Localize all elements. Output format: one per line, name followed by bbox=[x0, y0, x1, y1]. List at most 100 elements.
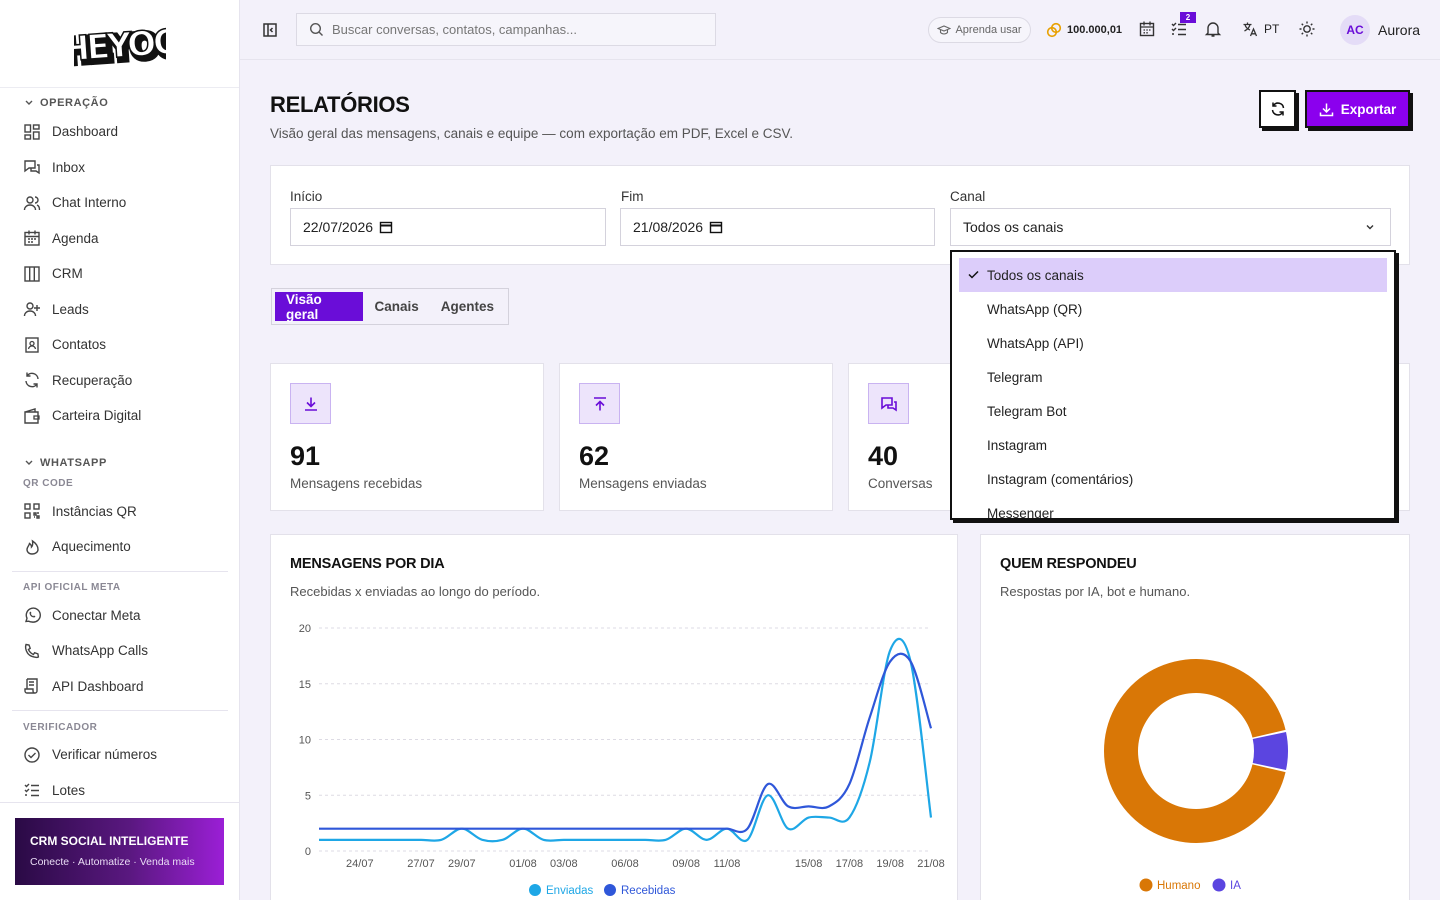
page-subtitle: Visão geral das mensagens, canais e equi… bbox=[270, 126, 794, 141]
section-whatsapp[interactable]: WHATSAPP bbox=[0, 452, 240, 474]
legend-swatch bbox=[1212, 878, 1226, 892]
series-line-recebidas bbox=[318, 652, 933, 834]
channel-select[interactable]: Todos os canais bbox=[950, 208, 1391, 246]
search-icon bbox=[309, 22, 323, 36]
sidebar-item-leads[interactable]: Leads bbox=[0, 292, 240, 328]
x-tick-label: 27/07 bbox=[407, 858, 435, 870]
refresh-icon bbox=[1271, 102, 1284, 116]
sidebar-item-inbox[interactable]: Inbox bbox=[0, 150, 240, 186]
promo-banner[interactable]: CRM SOCIAL INTELIGENTE Conecte · Automat… bbox=[15, 818, 224, 885]
y-tick-label: 20 bbox=[299, 623, 311, 635]
tab-canais[interactable]: Canais bbox=[374, 299, 419, 314]
sidebar-item-contatos[interactable]: Contatos bbox=[0, 327, 240, 363]
users-icon bbox=[23, 196, 41, 210]
y-tick-label: 5 bbox=[305, 790, 311, 802]
columns-icon bbox=[24, 266, 40, 282]
x-tick-label: 19/08 bbox=[876, 858, 904, 870]
channel-option[interactable]: Telegram Bot bbox=[959, 394, 1387, 428]
sidebar-item-conectar-meta[interactable]: Conectar Meta bbox=[0, 598, 240, 634]
channel-option[interactable]: Instagram (comentários) bbox=[959, 462, 1387, 496]
promo-subtitle: Conecte · Automatize · Venda mais bbox=[30, 856, 195, 868]
calendar-icon[interactable] bbox=[379, 220, 393, 234]
search-box[interactable] bbox=[296, 13, 716, 46]
calendar-icon[interactable] bbox=[1138, 20, 1156, 38]
task-list-icon[interactable] bbox=[1170, 20, 1188, 38]
refresh-button[interactable] bbox=[1259, 90, 1296, 128]
sidebar-toggle-icon[interactable] bbox=[260, 20, 280, 40]
sidebar-item-instancias-qr[interactable]: Instâncias QR bbox=[0, 494, 240, 530]
phone-icon bbox=[24, 643, 40, 658]
channel-option-label: Instagram bbox=[987, 437, 1048, 453]
export-button[interactable]: Exportar bbox=[1305, 90, 1410, 128]
logo[interactable]: HEYOO HEYOO bbox=[0, 0, 239, 88]
language-selector[interactable]: PT bbox=[1242, 21, 1279, 37]
legend-swatch bbox=[529, 884, 541, 896]
channel-dropdown: Todos os canais WhatsApp (QR) WhatsApp (AP… bbox=[950, 250, 1396, 520]
sidebar-item-agenda[interactable]: Agenda bbox=[0, 221, 240, 257]
subsection-verificador: VERIFICADOR bbox=[23, 721, 98, 733]
scroll-icon bbox=[24, 678, 38, 694]
learn-button[interactable]: Aprenda usar bbox=[928, 17, 1031, 43]
sun-icon[interactable] bbox=[1298, 20, 1316, 38]
channel-option-label: Messenger bbox=[987, 505, 1054, 520]
stat-icon-box bbox=[290, 383, 331, 424]
calendar-icon[interactable] bbox=[709, 220, 723, 234]
wallet-icon bbox=[24, 407, 40, 424]
stat-value: 91 bbox=[290, 441, 321, 471]
panel-subtitle: Recebidas x enviadas ao longo do período… bbox=[290, 584, 541, 599]
start-date-input[interactable]: 22/07/2026 bbox=[290, 208, 606, 246]
stat-label: Conversas bbox=[868, 476, 933, 491]
bell-icon[interactable] bbox=[1204, 20, 1222, 38]
section-operacao[interactable]: OPERAÇÃO bbox=[0, 92, 240, 114]
sidebar-item-chat-interno[interactable]: Chat Interno bbox=[0, 185, 240, 221]
search-input[interactable] bbox=[332, 22, 692, 37]
stat-label: Mensagens enviadas bbox=[579, 476, 707, 491]
messages-per-day-panel: MENSAGENS POR DIA Recebidas x enviadas a… bbox=[270, 534, 958, 900]
legend-swatch bbox=[1139, 878, 1153, 892]
sidebar-item-crm[interactable]: CRM bbox=[0, 256, 240, 292]
legend-label: Recebidas bbox=[621, 885, 676, 897]
sidebar-item-verificar-numeros[interactable]: Verificar números bbox=[0, 737, 240, 773]
avatar[interactable]: AC bbox=[1340, 15, 1370, 45]
channel-option[interactable]: Todos os canais bbox=[959, 258, 1387, 292]
chat-icon bbox=[880, 396, 897, 411]
svg-text:HEYOO: HEYOO bbox=[74, 21, 166, 67]
stat-icon-box bbox=[868, 383, 909, 424]
sidebar-item-aquecimento[interactable]: Aquecimento bbox=[0, 529, 240, 565]
subsection-api-oficial-meta: API OFICIAL META bbox=[23, 582, 121, 593]
x-tick-label: 11/08 bbox=[714, 858, 741, 870]
donut-slice-ia bbox=[1252, 732, 1288, 770]
sidebar-item-dashboard[interactable]: Dashboard bbox=[0, 114, 240, 150]
channel-option[interactable]: Messenger bbox=[959, 496, 1387, 520]
channel-option[interactable]: WhatsApp (API) bbox=[959, 326, 1387, 360]
sidebar-nav: OPERAÇÃO Dashboard Inbox Chat Interno Ag… bbox=[0, 92, 240, 802]
contact-book-icon bbox=[25, 337, 39, 353]
sidebar-item-recuperacao[interactable]: Recuperação bbox=[0, 363, 240, 399]
panel-subtitle: Respostas por IA, bot e humano. bbox=[1000, 584, 1191, 599]
subsection-qr-code: QR CODE bbox=[23, 478, 74, 489]
inbox-icon bbox=[24, 160, 40, 175]
channel-option[interactable]: Instagram bbox=[959, 428, 1387, 462]
sidebar-divider bbox=[12, 570, 228, 572]
channel-option[interactable]: Telegram bbox=[959, 360, 1387, 394]
list-check-icon bbox=[24, 783, 39, 797]
sidebar-item-carteira-digital[interactable]: Carteira Digital bbox=[0, 398, 240, 434]
stat-card-received: 91 Mensagens recebidas bbox=[270, 363, 544, 511]
x-tick-label: 21/08 bbox=[917, 858, 945, 870]
end-date-input[interactable]: 21/08/2026 bbox=[620, 208, 935, 246]
user-name[interactable]: Aurora bbox=[1378, 22, 1421, 38]
x-tick-label: 17/08 bbox=[836, 858, 864, 870]
legend-swatch bbox=[604, 884, 616, 896]
channel-option[interactable]: WhatsApp (QR) bbox=[959, 292, 1387, 326]
channel-option-label: WhatsApp (API) bbox=[987, 335, 1084, 351]
tab-visao-geral[interactable]: Visão geral bbox=[275, 292, 364, 322]
tab-agentes[interactable]: Agentes bbox=[440, 299, 494, 314]
sidebar-item-lotes[interactable]: Lotes bbox=[0, 773, 240, 803]
credits-display[interactable]: 100.000,01 bbox=[1046, 22, 1122, 38]
download-icon bbox=[1319, 103, 1333, 116]
x-tick-label: 29/07 bbox=[448, 858, 476, 870]
sidebar-item-whatsapp-calls[interactable]: WhatsApp Calls bbox=[0, 633, 240, 669]
sidebar: HEYOO HEYOO OPERAÇÃO Dashboard Inbox Cha… bbox=[0, 0, 240, 900]
sidebar-item-api-dashboard[interactable]: API Dashboard bbox=[0, 669, 240, 705]
sidebar-bottom-divider bbox=[0, 802, 239, 803]
